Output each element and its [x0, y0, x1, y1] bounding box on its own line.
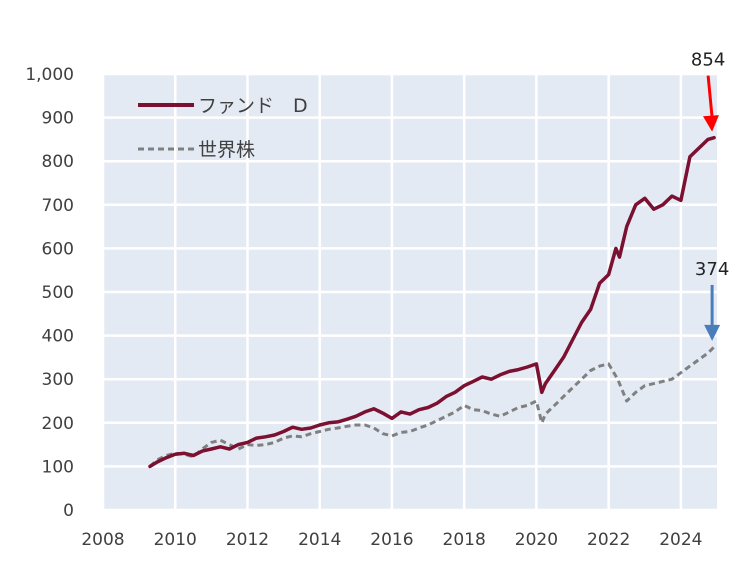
y-tick-label: 300 [42, 370, 74, 390]
x-tick-label: 2014 [298, 530, 341, 550]
y-tick-label: 1,000 [25, 65, 74, 85]
x-tick-label: 2016 [370, 530, 413, 550]
y-axis-ticks: 0 100 200 300 400 500 600 700 800 900 1,000 [25, 65, 74, 521]
x-tick-label: 2022 [587, 530, 630, 550]
legend-label: ファンド D [198, 95, 308, 117]
y-tick-label: 700 [42, 196, 74, 216]
x-tick-label: 2010 [154, 530, 197, 550]
y-tick-label: 900 [42, 109, 74, 129]
series-lines [148, 135, 716, 469]
y-tick-label: 400 [42, 327, 74, 347]
y-tick-label: 600 [42, 239, 74, 259]
grid-lines [101, 72, 717, 512]
annotation-arrow-head [702, 115, 719, 132]
legend-label: 世界株 [198, 139, 255, 161]
x-tick-label: 2018 [443, 530, 486, 550]
y-tick-label: 0 [63, 501, 74, 521]
x-tick-label: 2012 [226, 530, 269, 550]
end-value-annotations: 854 374 [691, 50, 729, 341]
annotation-label: 854 [691, 50, 725, 71]
x-axis-ticks: 2008 2010 2012 2014 2016 2018 2020 2022 2024 [81, 530, 702, 550]
y-tick-label: 100 [42, 457, 74, 477]
annotation-arrow-shaft [706, 75, 714, 118]
y-tick-label: 500 [42, 283, 74, 303]
series-line-1 [148, 135, 716, 469]
x-tick-label: 2008 [81, 530, 124, 550]
legend: ファンド D 世界株 [138, 95, 308, 161]
x-tick-label: 2024 [659, 530, 702, 550]
annotation-label: 374 [695, 259, 729, 280]
y-tick-label: 200 [42, 414, 74, 434]
y-tick-label: 800 [42, 152, 74, 172]
x-tick-label: 2020 [515, 530, 558, 550]
annotation-arrow-head [704, 324, 721, 341]
